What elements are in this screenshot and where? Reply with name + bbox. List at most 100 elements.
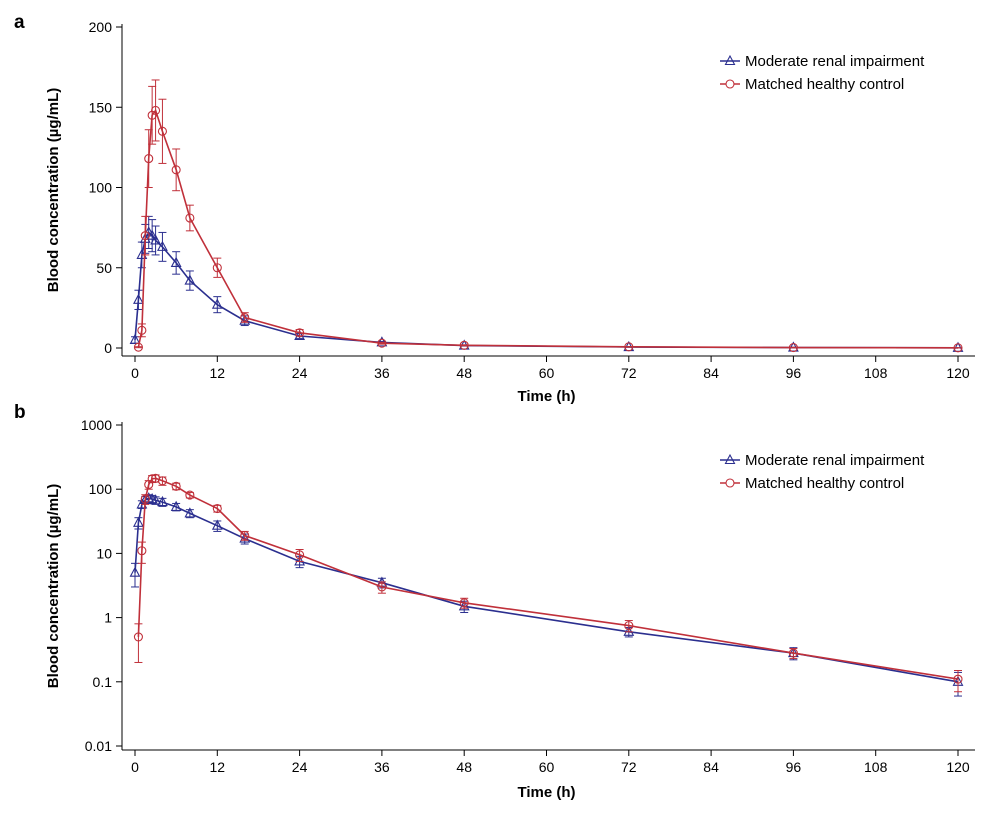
panel-b-legend-moderate-renal: Moderate renal impairment — [720, 452, 925, 469]
panel-a-x-axis-title: Time (h) — [517, 388, 575, 405]
panel-a-x-tick-label: 120 — [946, 365, 970, 381]
panel-b-healthy-control-point — [147, 474, 157, 484]
panel-b-healthy-control-point — [788, 648, 798, 658]
panel-b-moderate-renal-point — [133, 516, 144, 527]
panel-a-legend-label: Matched healthy control — [745, 76, 904, 93]
panel-a-healthy-control-line — [137, 108, 959, 349]
panel-a-healthy-control-point — [624, 342, 634, 352]
panel-b-y-tick-label: 1000 — [81, 417, 112, 433]
panel-a-healthy-control-point — [953, 343, 963, 353]
panel-a-healthy-control-point — [240, 312, 250, 323]
panel-b-chart: b 0 12 24 36 48 60 72 84 96 108 120 0.01 0.1 1 10 100 100… — [14, 402, 975, 801]
panel-a-chart: a 0 12 24 36 48 60 72 84 96 108 120 0 50 100 150 200 Time… — [14, 12, 975, 405]
panel-b-x-tick-label: 120 — [946, 759, 970, 775]
panel-b-moderate-renal-point — [129, 566, 141, 577]
panel-a-moderate-renal-point — [376, 336, 388, 347]
panel-a-x-tick-label: 60 — [539, 365, 555, 381]
panel-b-series-healthy-control — [133, 473, 963, 693]
panel-a-healthy-control-point — [157, 126, 167, 136]
panel-b-healthy-control-point — [157, 476, 167, 486]
panel-b-x-tick-label: 72 — [621, 759, 637, 775]
panel-a-moderate-renal-point — [170, 256, 182, 267]
panel-b-moderate-renal-point — [184, 507, 196, 518]
panel-b-x-tick-label: 48 — [456, 759, 472, 775]
panel-a-x-tick-label: 36 — [374, 365, 390, 381]
panel-b-healthy-control-point — [133, 632, 143, 642]
panel-b-healthy-control-point — [212, 503, 222, 514]
panel-a-series-moderate-renal — [129, 215, 964, 352]
panel-b-x-tick-label: 84 — [703, 759, 719, 775]
panel-a-moderate-renal-point — [184, 274, 196, 285]
panel-a-moderate-renal-point — [133, 293, 144, 304]
panel-b-letter: b — [14, 402, 26, 423]
panel-a-x-tick-label: 96 — [786, 365, 802, 381]
panel-b-x-tick-label: 12 — [210, 759, 226, 775]
panel-a-legend-label: Moderate renal impairment — [745, 53, 925, 70]
panel-a-legend-moderate-renal: Moderate renal impairment — [720, 53, 925, 70]
panel-a-moderate-renal-line — [134, 231, 959, 349]
panel-b-x-axis-title: Time (h) — [517, 784, 575, 801]
panel-b-x-tick-label: 24 — [292, 759, 308, 775]
panel-a-y-tick-label: 150 — [89, 99, 113, 115]
panel-a-x-tick-label: 48 — [456, 365, 472, 381]
legend-circle-icon — [725, 79, 735, 89]
panel-a-x-tick-label: 84 — [703, 365, 719, 381]
panel-b-moderate-renal-point — [211, 519, 223, 530]
panel-b-legend-healthy-control: Matched healthy control — [720, 475, 904, 492]
panel-b-x-tick-label: 0 — [131, 759, 139, 775]
panel-a-series-healthy-control — [133, 79, 963, 353]
panel-b-legend-label: Moderate renal impairment — [745, 452, 925, 469]
panel-a-healthy-control-point — [140, 231, 150, 241]
panel-a-healthy-control-point — [459, 340, 469, 350]
panel-b-moderate-renal-line — [134, 497, 959, 683]
panel-b-healthy-control-point — [171, 481, 181, 491]
panel-b-moderate-renal-point — [170, 500, 182, 511]
panel-b-x-tick-label: 60 — [539, 759, 555, 775]
panel-b-y-tick-label: 0.1 — [93, 674, 113, 690]
panel-a-healthy-control-point — [144, 154, 154, 164]
panel-b-x-tick-label: 108 — [864, 759, 888, 775]
panel-a-healthy-control-point — [185, 213, 195, 223]
panel-b-x-tick-label: 36 — [374, 759, 390, 775]
legend-triangle-icon — [724, 54, 736, 66]
panel-a-healthy-control-point — [171, 165, 181, 175]
panel-a-moderate-renal-point — [150, 234, 161, 245]
panel-a-x-tick-label: 12 — [210, 365, 226, 381]
panel-a-moderate-renal-point — [294, 329, 306, 341]
panel-b-moderate-renal-point — [157, 495, 168, 507]
panel-a-healthy-control-point — [151, 105, 161, 116]
panel-a-x-tick-label: 108 — [864, 365, 888, 381]
panel-a-y-tick-label: 0 — [104, 340, 112, 356]
panel-b-healthy-control-point — [377, 582, 387, 592]
panel-b-y-tick-label: 10 — [96, 545, 112, 561]
panel-b-healthy-control-point — [137, 546, 147, 556]
panel-b-moderate-renal-point — [239, 532, 251, 543]
panel-a-y-tick-label: 100 — [89, 180, 113, 196]
panel-b-healthy-control-point — [953, 674, 963, 684]
panel-a-healthy-control-point — [788, 343, 798, 353]
panel-a-x-tick-label: 24 — [292, 365, 308, 381]
panel-a-healthy-control-point — [133, 342, 143, 352]
panel-a-moderate-renal-point — [129, 333, 141, 345]
panel-b-healthy-control-error-bar — [954, 669, 962, 693]
panel-b-moderate-renal-point — [294, 555, 306, 566]
panel-b-healthy-control-point — [185, 490, 195, 500]
panel-a-x-tick-label: 0 — [131, 365, 139, 381]
panel-b-moderate-renal-point — [623, 625, 635, 636]
panel-b-y-axis-title: Blood concentration (µg/mL) — [45, 484, 62, 688]
panel-b-healthy-control-point — [140, 494, 150, 504]
panel-a-y-tick-label: 200 — [89, 19, 113, 35]
panel-b-y-tick-label: 1 — [104, 610, 112, 626]
panel-b-healthy-control-point — [295, 550, 305, 560]
panel-a-moderate-renal-point — [146, 229, 158, 240]
panel-b-y-tick-label: 100 — [89, 481, 113, 497]
panel-b-moderate-renal-point — [150, 494, 161, 505]
panel-a-healthy-control-point — [377, 338, 387, 348]
panel-a-healthy-control-point — [137, 325, 147, 335]
panel-b-legend-label: Matched healthy control — [745, 475, 904, 492]
panel-a-moderate-renal-point — [211, 298, 223, 309]
panel-b-moderate-renal-point — [458, 600, 470, 611]
panel-a-moderate-renal-point — [239, 314, 251, 325]
legend-circle-icon — [725, 478, 735, 488]
